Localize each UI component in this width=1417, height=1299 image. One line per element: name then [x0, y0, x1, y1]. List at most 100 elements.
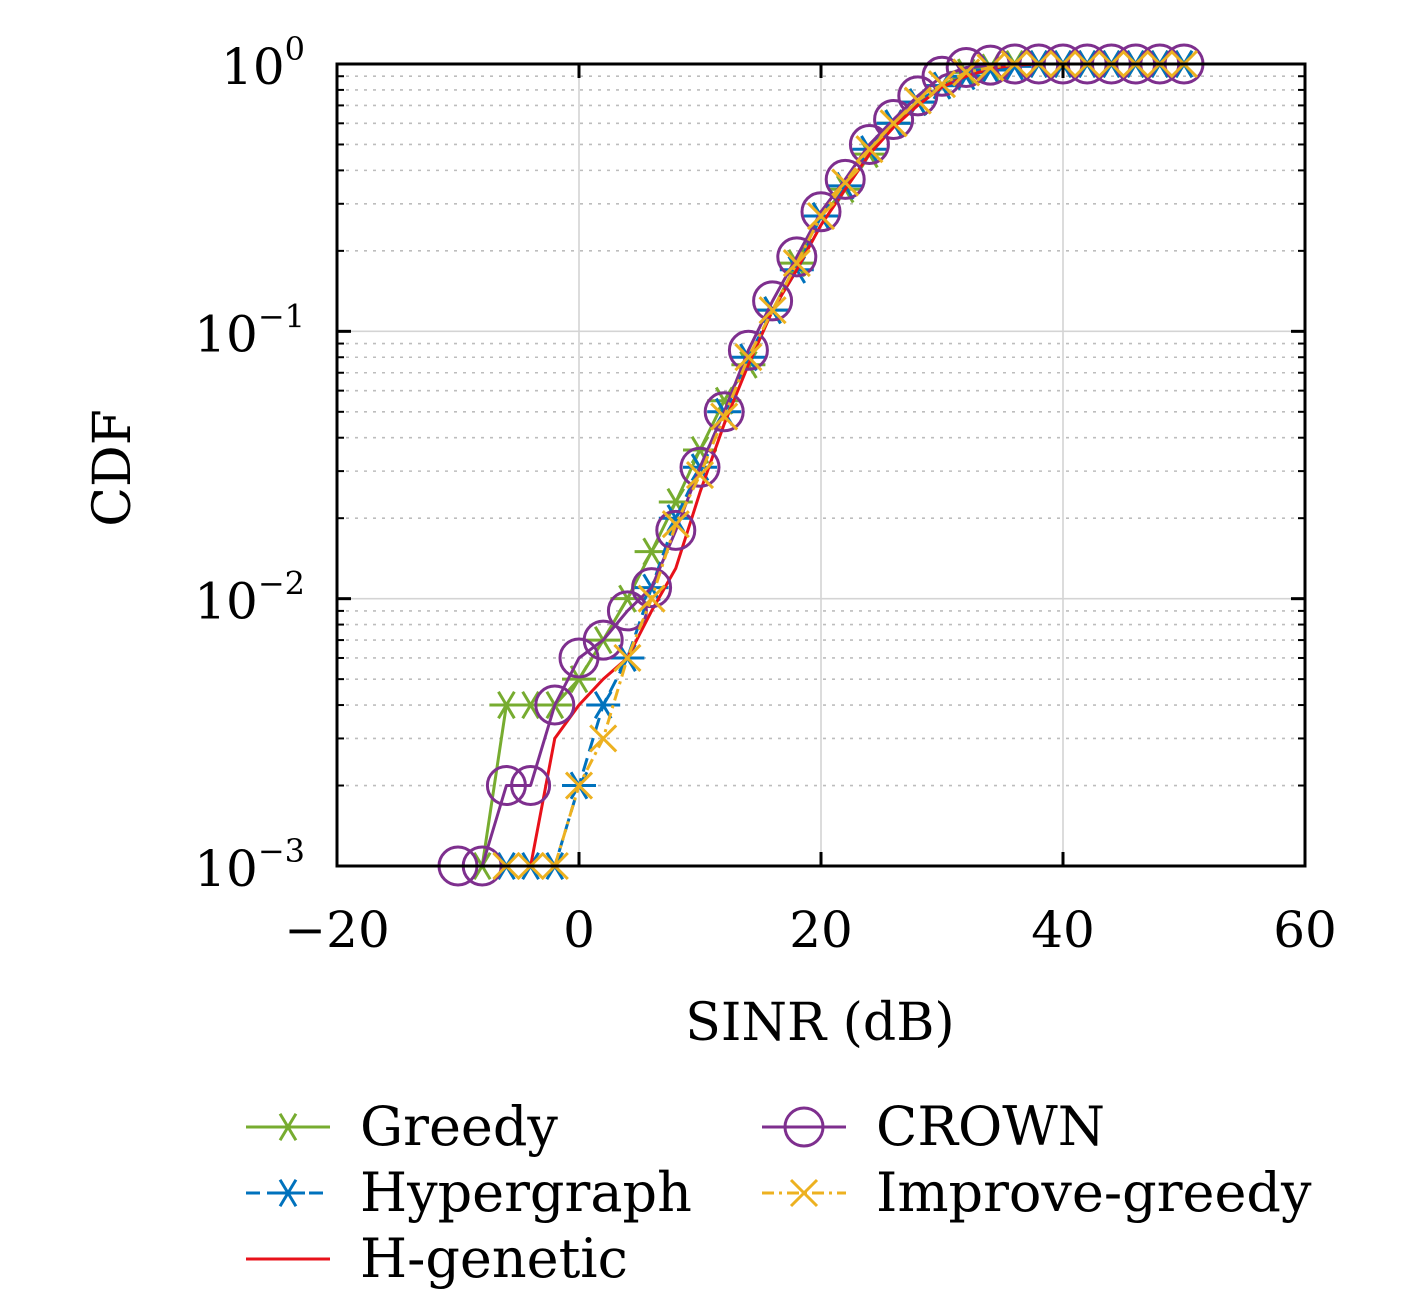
data-point-crown [824, 158, 866, 200]
x-tick-label: 60 [1273, 901, 1337, 959]
x-tick-label: 20 [789, 901, 853, 959]
data-point-hypergraph [658, 504, 693, 533]
marker-circle [631, 567, 673, 609]
marker-stroke [782, 249, 811, 278]
legend-label-h-genetic: H-genetic [360, 1227, 628, 1290]
y-tick-label: 10−1 [194, 297, 305, 363]
marker-stroke [976, 53, 1005, 82]
data-point-improve-greedy [589, 724, 618, 753]
legend-entry-h-genetic: H-genetic [246, 1227, 628, 1290]
marker-circle [783, 1106, 825, 1148]
x-axis-label: SINR (dB) [685, 993, 954, 1053]
marker-circle [582, 619, 624, 661]
marker-stroke [589, 724, 618, 753]
data-point-crown [679, 446, 721, 488]
data-point-improve-greedy [831, 168, 860, 197]
marker-stroke [685, 460, 715, 490]
marker-stroke [497, 691, 516, 720]
data-point-improve-greedy [758, 296, 787, 325]
marker-circle [727, 329, 769, 371]
marker-stroke [789, 1178, 819, 1208]
grid [336, 63, 1306, 867]
series-line-greedy [480, 62, 1184, 867]
marker-stroke [758, 296, 787, 325]
y-tick-label: 10−2 [194, 565, 305, 631]
y-tick-labels: 10−3 10−2 10−1 100 [194, 30, 305, 898]
marker-stroke [569, 665, 589, 694]
data-point-crown [631, 567, 673, 609]
marker-circle [534, 684, 576, 726]
marker-stroke [613, 643, 642, 673]
data-point-improve-greedy [879, 109, 908, 138]
marker-stroke [278, 1178, 298, 1208]
data-point-crown [534, 684, 576, 726]
data-point-improve-greedy [564, 771, 594, 800]
marker-stroke [637, 584, 666, 613]
data-point-crown [703, 391, 745, 433]
data-point-crown [848, 123, 890, 165]
data-point-crown [485, 765, 527, 807]
marker-stroke [855, 135, 884, 164]
marker-circle [848, 123, 890, 165]
marker-stroke [927, 70, 957, 99]
series-line-h-genetic [529, 62, 1184, 867]
legend-entry-hypergraph: Hypergraph [246, 1161, 692, 1224]
marker-stroke [642, 537, 661, 566]
legend-marker-greedy [271, 1112, 305, 1142]
legend-marker-crown [783, 1106, 825, 1148]
marker-circle [873, 99, 915, 141]
data-point-improve-greedy [637, 584, 666, 613]
data-point-improve-greedy [710, 402, 739, 431]
data-point-improve-greedy [782, 249, 811, 278]
axis-ticks [335, 62, 1307, 868]
data-point-crown [727, 329, 769, 371]
legend-marker-hypergraph [271, 1178, 305, 1208]
legend-entry-crown: CROWN [762, 1095, 1105, 1158]
legend-label-hypergraph: Hypergraph [360, 1161, 692, 1224]
marker-stroke [903, 86, 932, 115]
legend-marker-improve-greedy [789, 1178, 819, 1208]
data-point-crown [510, 765, 552, 807]
series-h-genetic [529, 62, 1184, 867]
marker-stroke [806, 201, 836, 231]
series-improve-greedy [492, 49, 1199, 881]
series-greedy [465, 49, 1201, 881]
data-point-improve-greedy [613, 643, 642, 673]
y-tick-label: 10−3 [194, 832, 305, 898]
data-point-improve-greedy [976, 53, 1005, 82]
legend-label-improve-greedy: Improve-greedy [876, 1161, 1312, 1224]
marker-stroke [710, 402, 739, 431]
marker-circle [703, 391, 745, 433]
marker-circle [776, 236, 818, 278]
data-point-improve-greedy [855, 135, 884, 164]
legend-entry-greedy: Greedy [246, 1095, 558, 1158]
legend-entry-improve-greedy: Improve-greedy [762, 1161, 1312, 1224]
y-tick-label: 100 [221, 30, 305, 96]
data-point-crown [655, 509, 697, 551]
y-axis-label: CDF [83, 409, 143, 527]
series-group [437, 43, 1205, 887]
marker-stroke [593, 691, 613, 720]
marker-circle [485, 765, 527, 807]
data-point-crown [606, 590, 648, 632]
data-point-improve-greedy [734, 343, 763, 372]
marker-stroke [879, 109, 908, 138]
marker-circle [606, 590, 648, 632]
data-point-improve-greedy [903, 86, 932, 115]
series-crown [437, 43, 1205, 887]
marker-stroke [734, 343, 763, 372]
marker-circle [510, 765, 552, 807]
data-point-hypergraph [586, 691, 621, 720]
x-tick-label: 40 [1031, 901, 1095, 959]
marker-circle [655, 509, 697, 551]
data-point-crown [582, 619, 624, 661]
marker-stroke [666, 504, 686, 533]
marker-stroke [521, 691, 540, 720]
legend-label-crown: CROWN [876, 1095, 1105, 1158]
marker-stroke [831, 168, 860, 197]
marker-stroke [661, 510, 690, 539]
data-point-improve-greedy [661, 510, 690, 539]
marker-circle [800, 191, 842, 233]
data-point-improve-greedy [927, 70, 957, 99]
